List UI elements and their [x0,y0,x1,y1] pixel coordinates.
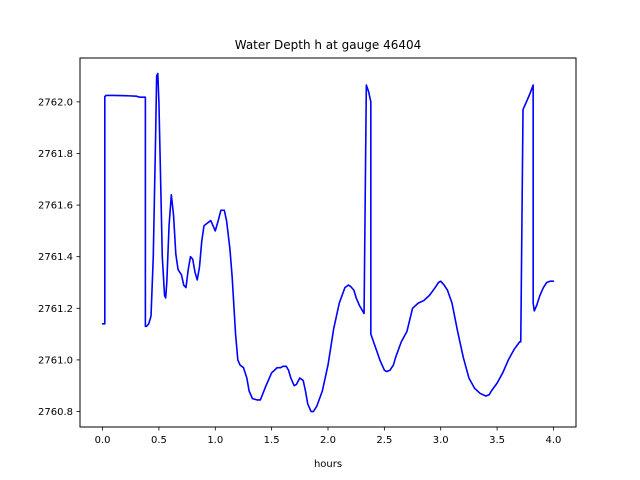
x-tick-label: 1.0 [207,435,223,446]
series-line [101,72,555,413]
y-tick-label: 2761.4 [38,252,73,263]
series-layer [101,72,555,413]
chart-title: Water Depth h at gauge 46404 [235,38,422,52]
x-tick-label: 2.0 [320,435,336,446]
y-tick-label: 2762.0 [38,97,73,108]
x-axis-label: hours [314,459,342,470]
x-tick-label: 3.5 [489,435,505,446]
x-tick-label: 0.0 [95,435,111,446]
y-tick-label: 2761.0 [38,355,73,366]
x-tick-label: 0.5 [151,435,167,446]
y-tick-label: 2760.8 [38,407,73,418]
x-tick-label: 1.5 [264,435,280,446]
y-tick-label: 2761.2 [38,304,73,315]
x-tick-label: 4.0 [546,435,562,446]
x-tick-label: 3.0 [433,435,449,446]
x-axis: 0.0 0.5 1.0 1.5 2.0 2.5 3.0 3.5 4.0 [95,427,562,446]
x-tick-label: 2.5 [376,435,392,446]
plot-frame [79,57,577,428]
y-axis: 2760.8 2761.0 2761.2 2761.4 2761.6 2761.8 2762… [38,97,80,418]
y-tick-label: 2761.6 [38,201,73,212]
y-tick-label: 2761.8 [38,149,73,160]
